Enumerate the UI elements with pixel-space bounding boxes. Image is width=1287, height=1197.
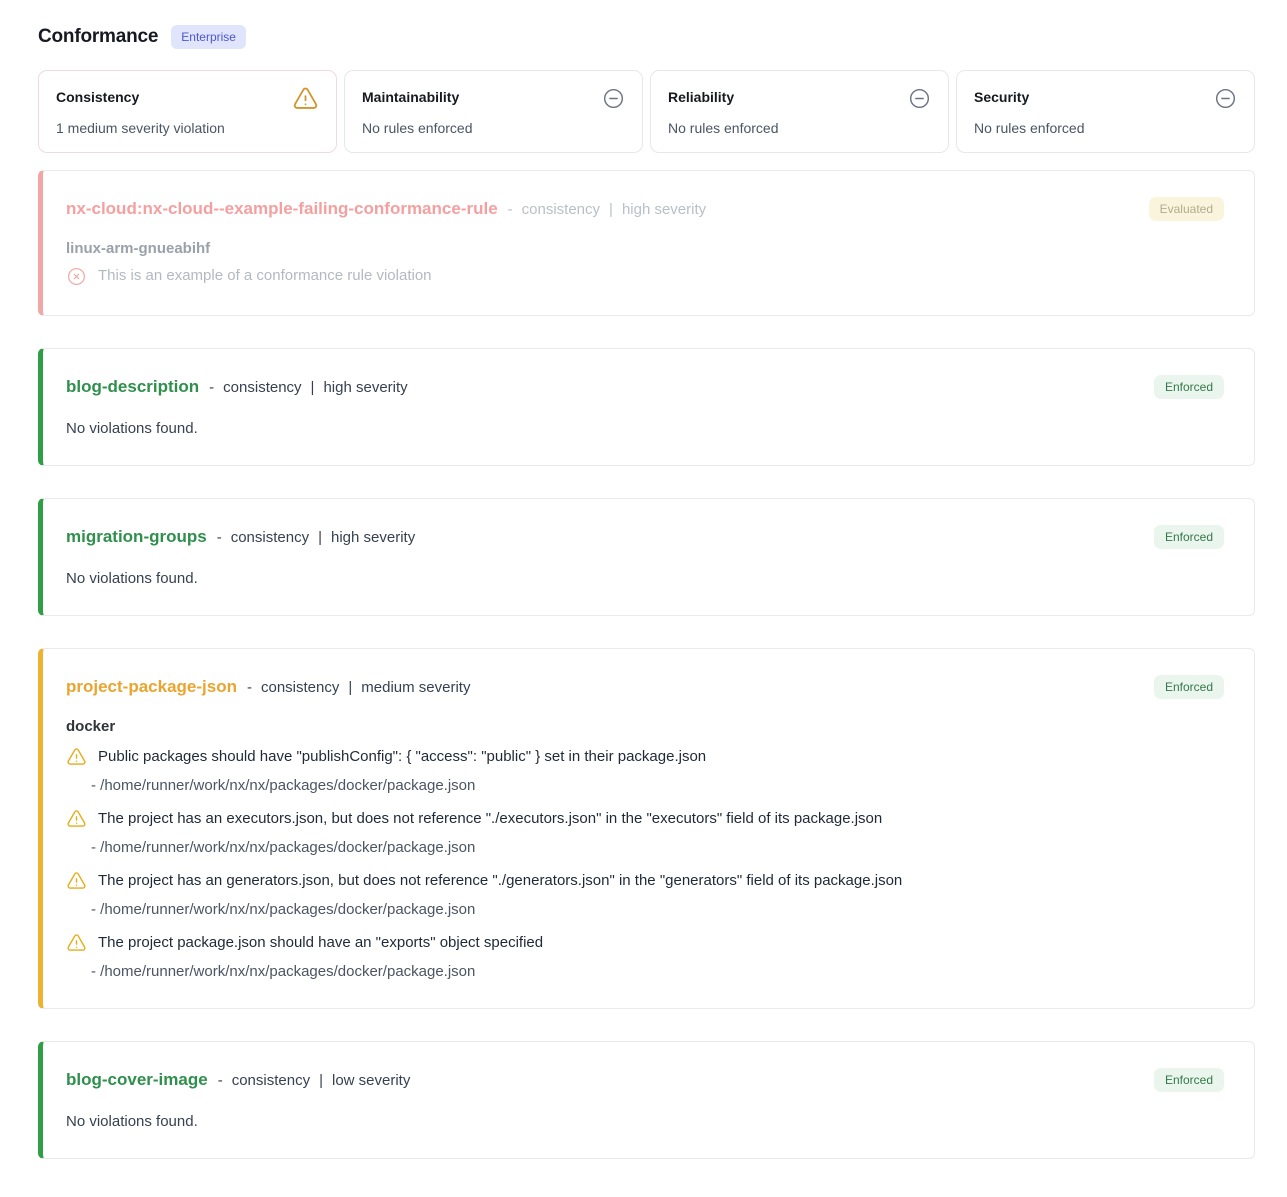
summary-card-title: Reliability xyxy=(668,89,735,105)
evaluated-badge: Evaluated xyxy=(1148,197,1224,221)
no-violations-text: No violations found. xyxy=(66,570,198,587)
meta-pipe: | xyxy=(310,378,315,396)
summary-card-status: No rules enforced xyxy=(362,120,473,136)
x-circle-icon xyxy=(66,266,87,287)
violation-file-path: - /home/runner/work/nx/nx/packages/docke… xyxy=(91,839,476,856)
violation-item: This is an example of a conformance rule… xyxy=(66,267,1224,287)
violation-item: Public packages should have "publishConf… xyxy=(66,748,1224,794)
violation-file-path: - /home/runner/work/nx/nx/packages/docke… xyxy=(91,901,476,918)
meta-pipe: | xyxy=(319,1071,323,1089)
summary-card-status: No rules enforced xyxy=(668,120,779,136)
rule-card-example-failing: nx-cloud:nx-cloud--example-failing-confo… xyxy=(38,170,1255,316)
violation-item: The project package.json should have an … xyxy=(66,934,1224,980)
page-header: Conformance Enterprise xyxy=(38,25,1255,49)
summary-card-status: 1 medium severity violation xyxy=(56,120,225,136)
rule-severity: low severity xyxy=(331,1071,411,1089)
rule-name-link[interactable]: nx-cloud:nx-cloud--example-failing-confo… xyxy=(66,199,498,218)
rule-category: consistency xyxy=(261,678,340,696)
summary-card-title: Security xyxy=(974,89,1030,105)
warning-triangle-icon xyxy=(66,871,87,892)
rule-card-migration-groups: migration-groups - consistency | high se… xyxy=(38,498,1255,616)
violation-file-path: - /home/runner/work/nx/nx/packages/docke… xyxy=(91,777,476,794)
violation-item: The project has an executors.json, but d… xyxy=(66,810,1224,856)
summary-card-consistency: Consistency 1 medium severity violation xyxy=(38,70,337,153)
violation-message: The project package.json should have an … xyxy=(98,934,544,951)
summary-card-maintainability: Maintainability No rules enforced xyxy=(344,70,643,153)
rule-card-blog-description: blog-description - consistency | high se… xyxy=(38,348,1255,466)
warning-triangle-icon xyxy=(66,747,87,768)
enterprise-badge: Enterprise xyxy=(171,25,246,49)
summary-card-status: No rules enforced xyxy=(974,120,1085,136)
page-title: Conformance xyxy=(38,26,159,47)
rule-card-project-package-json: project-package-json - consistency | med… xyxy=(38,648,1255,1009)
minus-circle-icon xyxy=(1214,87,1237,110)
warning-triangle-icon xyxy=(66,809,87,830)
rule-category: consistency xyxy=(231,1071,311,1089)
meta-dash: - xyxy=(507,200,513,218)
summary-cards-row: Consistency 1 medium severity violation … xyxy=(38,70,1255,153)
no-violations-text: No violations found. xyxy=(66,420,198,437)
rule-severity: medium severity xyxy=(361,678,471,696)
rule-name-link[interactable]: blog-cover-image xyxy=(66,1070,208,1089)
rule-category: consistency xyxy=(230,528,310,546)
project-name: linux-arm-gnueabihf xyxy=(66,240,211,257)
enforced-badge: Enforced xyxy=(1153,375,1224,399)
rule-category: consistency xyxy=(223,378,302,396)
violation-message: The project has an executors.json, but d… xyxy=(98,810,883,827)
violation-message: Public packages should have "publishConf… xyxy=(98,748,707,765)
summary-card-title: Maintainability xyxy=(362,89,460,105)
summary-card-reliability: Reliability No rules enforced xyxy=(650,70,949,153)
rule-severity: high severity xyxy=(621,200,707,218)
violation-item: The project has an generators.json, but … xyxy=(66,872,1224,918)
rule-name-link[interactable]: project-package-json xyxy=(66,677,237,696)
meta-pipe: | xyxy=(318,528,322,546)
warning-triangle-icon xyxy=(292,86,319,113)
meta-dash: - xyxy=(217,1071,223,1089)
summary-card-security: Security No rules enforced xyxy=(956,70,1255,153)
enforced-badge: Enforced xyxy=(1153,525,1224,549)
rules-list: nx-cloud:nx-cloud--example-failing-confo… xyxy=(38,170,1255,1197)
meta-dash: - xyxy=(216,528,222,546)
enforced-badge: Enforced xyxy=(1153,1068,1224,1092)
meta-pipe: | xyxy=(609,200,613,218)
rule-severity: high severity xyxy=(323,378,408,396)
meta-dash: - xyxy=(247,678,252,696)
summary-card-title: Consistency xyxy=(56,89,140,105)
enforced-badge: Enforced xyxy=(1153,675,1224,699)
violation-message: The project has an generators.json, but … xyxy=(98,872,903,889)
rule-card-blog-cover-image: blog-cover-image - consistency | low sev… xyxy=(38,1041,1255,1159)
violation-file-path: - /home/runner/work/nx/nx/packages/docke… xyxy=(91,963,476,980)
rule-name-link[interactable]: blog-description xyxy=(66,377,200,396)
no-violations-text: No violations found. xyxy=(66,1113,198,1130)
minus-circle-icon xyxy=(602,87,625,110)
minus-circle-icon xyxy=(908,87,931,110)
warning-triangle-icon xyxy=(66,933,87,954)
violation-message: This is an example of a conformance rule… xyxy=(98,267,432,284)
project-name: docker xyxy=(66,718,116,735)
rule-category: consistency xyxy=(521,200,601,218)
rule-name-link[interactable]: migration-groups xyxy=(66,527,207,546)
meta-pipe: | xyxy=(348,678,353,696)
meta-dash: - xyxy=(209,378,215,396)
rule-severity: high severity xyxy=(331,528,416,546)
